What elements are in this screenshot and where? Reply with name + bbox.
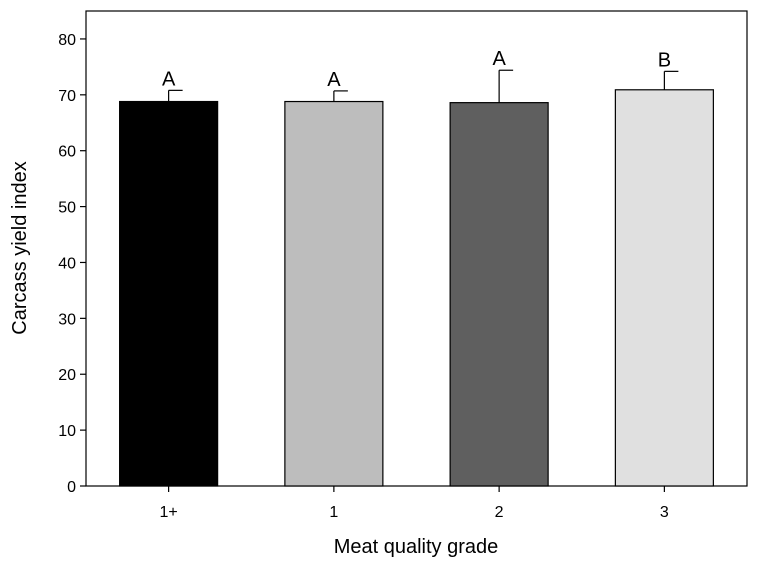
bar-4 <box>614 89 714 487</box>
bar-1 <box>119 100 219 487</box>
bar-3 <box>449 102 549 487</box>
y-tick-label: 80 <box>58 32 76 49</box>
y-tick-label: 50 <box>58 200 76 217</box>
x-tick-label: 1+ <box>160 504 178 521</box>
y-tick-label: 30 <box>58 311 76 328</box>
x-tick-label: 2 <box>495 504 504 521</box>
y-tick-label: 20 <box>58 367 76 384</box>
significance-label-1: A <box>162 68 176 90</box>
y-tick-label: 10 <box>58 423 76 440</box>
x-tick-label: 3 <box>660 504 669 521</box>
y-tick-label: 40 <box>58 255 76 272</box>
y-axis-title: Carcass yield index <box>9 161 31 334</box>
significance-labels: A AA B <box>162 48 671 91</box>
significance-label-3: A <box>492 48 506 70</box>
significance-label-2: A <box>327 69 341 91</box>
plot-frame <box>85 10 748 487</box>
y-tick-label: 60 <box>58 144 76 161</box>
x-axis-title: Meat quality grade <box>334 536 499 558</box>
x-tick-label: 1 <box>329 504 338 521</box>
significance-label-4: B <box>658 49 671 71</box>
bars <box>119 89 714 487</box>
x-axis: 1+ 1 2 3 <box>160 486 669 521</box>
y-axis: 0 10 20 30 40 50 60 70 80 <box>58 32 86 496</box>
y-tick-label: 70 <box>58 88 76 105</box>
y-tick-label: 0 <box>67 479 76 496</box>
error-bars <box>168 69 679 103</box>
bar-2 <box>284 100 384 487</box>
